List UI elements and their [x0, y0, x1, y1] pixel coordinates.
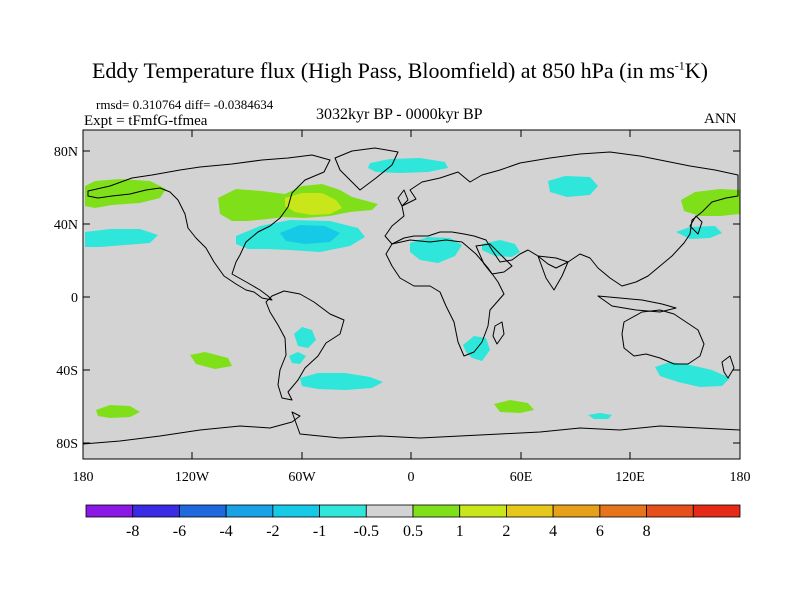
colorbar-label: 8	[643, 523, 651, 540]
colorbar-swatch	[506, 504, 554, 518]
colorbar-swatch	[646, 504, 694, 518]
patch-nw-pacific-green	[681, 189, 740, 216]
colorbar-swatch	[412, 504, 461, 518]
colorbar-swatch	[459, 504, 507, 518]
lon-label-180w: 180	[73, 470, 94, 485]
season-label: ANN	[704, 111, 737, 127]
patch-southern-ocean-green	[96, 405, 140, 418]
colorbar-swatch	[85, 504, 134, 518]
colorbar-swatch	[599, 504, 647, 518]
lon-label-60e: 60E	[510, 470, 533, 485]
patch-south-america-cyan	[294, 327, 316, 348]
figure-title: Eddy Temperature flux (High Pass, Bloomf…	[91, 58, 708, 83]
patch-south-atlantic-cyan-small	[289, 352, 306, 364]
colorbar-swatch	[225, 504, 274, 518]
axis-ticks	[82, 130, 741, 459]
patch-arctic-cyan	[368, 158, 448, 173]
colorbar-label: 2	[502, 523, 510, 540]
colorbar-swatch	[179, 504, 227, 518]
coast-antarctica	[82, 411, 741, 445]
anomaly-patches	[85, 158, 740, 419]
lat-label-40s: 40S	[56, 364, 78, 379]
lon-label-120w: 120W	[175, 470, 210, 485]
coast-north-america	[87, 154, 331, 301]
coast-new-zealand	[721, 355, 735, 379]
coast-uk	[397, 189, 409, 207]
colorbar-label: -4	[219, 523, 232, 540]
coast-eurasia	[384, 151, 739, 287]
coast-greenland	[334, 147, 399, 191]
experiment-label: Expt = tFmfG-tfmea	[84, 113, 208, 129]
colorbar-swatch	[552, 504, 601, 518]
colorbar-swatch	[365, 504, 414, 518]
patch-north-pacific-green	[85, 179, 166, 208]
coastlines	[82, 147, 741, 445]
lat-label-40n: 40N	[54, 218, 78, 233]
patch-siberia-cyan	[548, 176, 598, 197]
lon-label-120e: 120E	[615, 470, 645, 485]
coast-japan	[689, 215, 703, 235]
colorbar-label: -0.5	[354, 523, 379, 540]
period-label: 3032kyr BP - 0000kyr BP	[316, 106, 483, 123]
map-background	[83, 130, 740, 459]
colorbar-swatch	[319, 504, 367, 518]
colorbar-label: -6	[173, 523, 186, 540]
coast-indonesia	[597, 295, 677, 313]
patch-southern-ocean-cyan	[588, 413, 612, 419]
lat-label-80s: 80S	[56, 437, 78, 452]
colorbar-labels: -8 -6 -4 -2 -1 -0.5 0.5 1 2 4 6 8	[126, 523, 651, 540]
stats-text: rmsd= 0.310764 diff= -0.0384634	[96, 97, 274, 112]
lon-label-180e: 180	[730, 470, 751, 485]
patch-australia-south-cyan	[655, 362, 730, 387]
patch-south-pacific-green	[190, 352, 232, 369]
colorbar-label: -2	[266, 523, 279, 540]
lat-label-0: 0	[71, 291, 78, 306]
coast-arabia	[475, 243, 513, 275]
colorbar-swatch	[272, 504, 320, 518]
colorbar	[85, 504, 741, 518]
colorbar-swatch	[132, 504, 180, 518]
lon-label-0: 0	[408, 470, 415, 485]
coast-india	[537, 255, 569, 291]
colorbar-label: 6	[596, 523, 604, 540]
patch-sahara-cyan	[410, 237, 462, 263]
coast-australia	[621, 309, 705, 365]
colorbar-label: -1	[313, 523, 326, 540]
patch-atlantic-blue	[280, 225, 340, 244]
colorbar-label: 0.5	[403, 523, 423, 540]
colorbar-label: 1	[456, 523, 464, 540]
patch-arabia-cyan	[482, 240, 520, 257]
lon-label-60w: 60W	[288, 470, 316, 485]
coast-south-america	[265, 290, 345, 401]
patch-southern-ocean-green-2	[494, 400, 534, 413]
colorbar-label: 4	[549, 523, 557, 540]
colorbar-swatch	[692, 504, 741, 518]
colorbar-label: -8	[126, 523, 139, 540]
patch-south-atlantic-cyan	[300, 373, 383, 390]
coast-africa	[385, 239, 505, 357]
patch-north-atlantic-yellow	[285, 193, 342, 215]
patch-central-pacific-cyan	[85, 229, 158, 247]
lat-label-80n: 80N	[54, 145, 78, 160]
coast-madagascar	[492, 321, 505, 345]
